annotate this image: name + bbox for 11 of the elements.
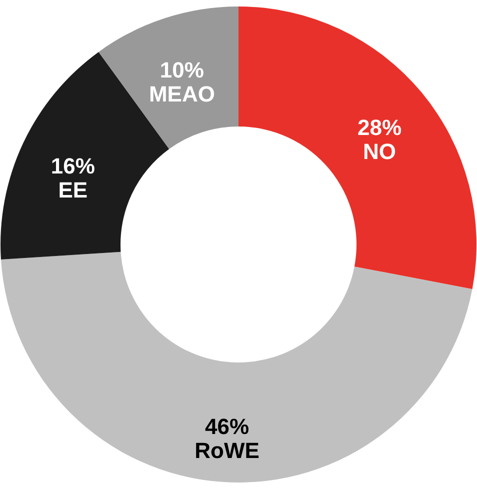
donut-slice <box>98 6 238 150</box>
data-label: 28% <box>357 114 402 140</box>
data-label: 10% <box>160 57 204 82</box>
data-label: 16% <box>50 154 95 179</box>
slice-label: NO <box>363 138 396 164</box>
donut-slice <box>238 6 476 290</box>
donut-slice <box>0 252 472 482</box>
slice-label: EE <box>58 178 88 203</box>
slice-label: MEAO <box>148 81 215 106</box>
data-label: 46% <box>204 414 250 440</box>
slice-label: RoWE <box>194 438 260 464</box>
